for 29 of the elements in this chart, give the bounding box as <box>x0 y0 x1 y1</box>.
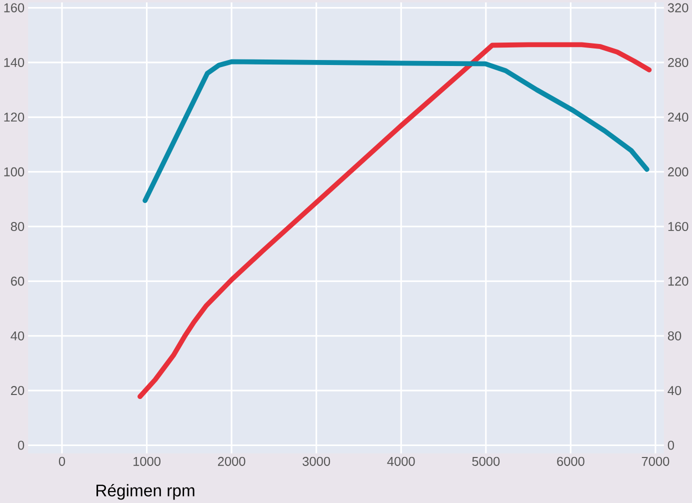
y-tick-label: 0 <box>18 440 24 450</box>
y2-tick-label: 200 <box>668 167 688 176</box>
x-tick-label: 5000 <box>472 456 500 466</box>
y2-tick-label: 80 <box>668 331 682 340</box>
x-tick-label: 3000 <box>302 456 330 466</box>
y2-tick-label: 240 <box>668 112 688 122</box>
x-tick-label: 2000 <box>218 456 246 466</box>
x-tick-label: 0 <box>58 456 66 466</box>
x-tick-label: 1000 <box>134 456 160 466</box>
line-series <box>138 42 652 400</box>
x-tick-label: 4000 <box>387 456 415 466</box>
y-tick-label: 100 <box>4 167 24 176</box>
y2-tick-label: 280 <box>668 58 688 67</box>
x-axis-title: Régimen rpm <box>96 484 194 500</box>
y-tick-label: 120 <box>4 112 24 122</box>
y2-tick-label: 0 <box>668 440 674 450</box>
x-tick-label: 7000 <box>642 456 670 466</box>
y-tick-label: 20 <box>11 386 24 396</box>
y-tick-label: 80 <box>10 222 24 232</box>
y-tick-label: 160 <box>4 3 24 12</box>
x-tick-label: 6000 <box>557 456 584 466</box>
y2-tick-label: 40 <box>668 386 682 396</box>
line-series <box>142 59 650 203</box>
y2-tick-label: 160 <box>668 222 688 232</box>
y2-tick-label: 120 <box>668 276 688 286</box>
y-tick-label: 140 <box>4 58 24 67</box>
y-tick-label: 60 <box>11 276 24 286</box>
y2-tick-label: 320 <box>668 3 688 12</box>
y-tick-label: 40 <box>10 331 24 340</box>
